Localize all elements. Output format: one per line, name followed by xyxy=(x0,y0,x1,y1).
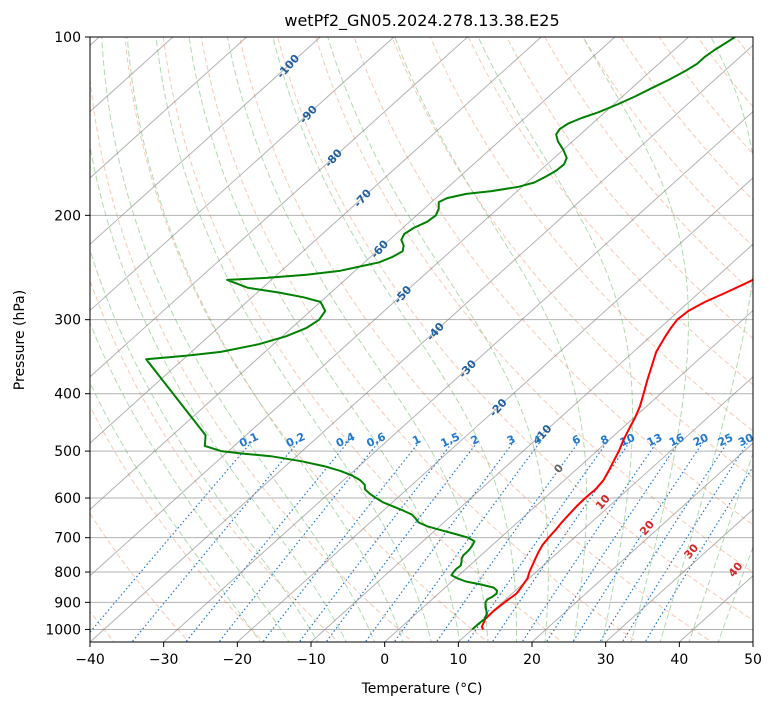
x-tick-label: 20 xyxy=(523,652,541,668)
y-tick-label: 200 xyxy=(54,208,81,224)
y-tick-label: 900 xyxy=(54,595,81,611)
dry-adiabat xyxy=(315,37,753,573)
mixing-ratio-line xyxy=(572,440,705,642)
y-tick-label: 1000 xyxy=(45,622,81,638)
isotherm-line xyxy=(604,508,753,642)
y-tick-label: 800 xyxy=(54,565,81,581)
dry-adiabat xyxy=(200,37,638,642)
x-tick-label: 0 xyxy=(380,652,389,668)
mixing-ratio-label: 25 xyxy=(716,431,735,449)
moist-adiabat xyxy=(394,37,588,642)
isotherm-line xyxy=(90,44,753,642)
x-tick-label: 40 xyxy=(670,652,688,668)
dry-adiabat xyxy=(467,37,753,386)
dry-adiabat xyxy=(90,279,339,642)
mixing-ratio-label: 13 xyxy=(645,431,664,449)
mixing-ratio-label: 30 xyxy=(736,431,756,449)
moist-adiabat xyxy=(90,381,261,642)
y-tick-label: 100 xyxy=(54,30,81,46)
moist-adiabat xyxy=(582,37,689,642)
mixing-ratio-label: 16 xyxy=(667,431,687,449)
mixing-ratio-line xyxy=(621,440,750,642)
x-tick-label: −20 xyxy=(223,652,253,668)
dry-adiabat xyxy=(506,37,753,340)
temperature-line xyxy=(480,278,753,630)
profile-lines xyxy=(145,37,753,631)
isotherm-line xyxy=(236,177,753,642)
mixing-ratio-line xyxy=(325,440,479,642)
moist-adiabat xyxy=(90,321,290,642)
mixing-ratio-line xyxy=(545,440,681,642)
isotherm-line xyxy=(90,37,395,312)
x-tick-label: 50 xyxy=(744,652,762,668)
dry-adiabat xyxy=(90,512,190,642)
dry-adiabat xyxy=(353,37,753,526)
dry-adiabat xyxy=(162,37,564,642)
mixing-ratio-line xyxy=(435,440,581,642)
isotherm-line xyxy=(310,243,753,642)
x-tick-label: 30 xyxy=(597,652,615,668)
mixing-ratio-line xyxy=(393,440,542,642)
background-lines xyxy=(90,26,775,644)
dry-adiabat xyxy=(124,37,489,642)
dry-adiabat xyxy=(90,73,414,642)
isotherm-line xyxy=(531,442,753,642)
mixing-ratio-line xyxy=(90,440,254,634)
y-tick-label: 500 xyxy=(54,444,81,460)
moist-adiabat xyxy=(155,37,432,642)
moist-adiabat xyxy=(659,37,753,642)
plot-frame xyxy=(89,36,754,643)
x-axis-label: Temperature (°C) xyxy=(361,681,483,697)
dry-adiabat xyxy=(391,37,753,479)
isotherm-line xyxy=(383,309,753,642)
isotherm-line xyxy=(457,376,753,642)
isotherm-line xyxy=(90,37,616,511)
isotherm-line xyxy=(752,641,753,642)
isotherm-line xyxy=(90,37,542,444)
mixing-ratio-line xyxy=(521,440,659,642)
y-axis: 100 200 300 400 500 600 700 800 900 1000 xyxy=(45,30,90,638)
y-tick-label: 300 xyxy=(54,313,81,329)
moist-adiabat xyxy=(226,37,489,642)
x-tick-label: −40 xyxy=(75,652,105,668)
plot-area xyxy=(90,37,753,642)
dry-adiabat xyxy=(429,37,753,432)
y-tick-label: 600 xyxy=(54,491,81,507)
y-tick-label: 400 xyxy=(54,387,81,403)
dry-adiabat xyxy=(765,26,775,644)
isotherm-line xyxy=(90,37,690,577)
mixing-ratio-line xyxy=(185,440,350,642)
mixing-ratio-label: 36 xyxy=(757,431,775,449)
y-axis-label: Pressure (hPa) xyxy=(12,290,28,390)
mixing-ratio-label: 10 xyxy=(618,431,638,449)
isotherm-line xyxy=(162,110,753,642)
isotherm-line xyxy=(90,37,248,179)
isotherm-line xyxy=(90,37,469,378)
y-tick-label: 700 xyxy=(54,531,81,547)
x-tick-label: −10 xyxy=(296,652,326,668)
mixing-ratio-label: 20 xyxy=(691,431,711,449)
dry-adiabat xyxy=(239,37,713,642)
isotherm-line xyxy=(90,37,321,245)
dry-adiabat xyxy=(620,37,753,201)
dewpoint-line xyxy=(145,37,736,631)
mixing-ratio-line xyxy=(599,440,730,642)
moist-adiabat xyxy=(272,37,517,642)
x-tick-label: −30 xyxy=(149,652,179,668)
x-tick-label: 10 xyxy=(449,652,467,668)
mixing-ratio-line xyxy=(644,465,753,642)
mixing-ratio-line xyxy=(298,440,455,642)
moist-adiabat xyxy=(688,451,753,642)
dry-adiabat xyxy=(90,405,265,642)
chart-title: wetPf2_GN05.2024.278.13.38.E25 xyxy=(284,11,559,31)
moist-adiabat xyxy=(327,37,549,642)
x-axis: −40 −30 −20 −10 0 10 20 30 40 50 xyxy=(75,642,762,668)
mixing-ratio-line xyxy=(218,440,381,642)
dry-adiabat xyxy=(582,37,753,248)
